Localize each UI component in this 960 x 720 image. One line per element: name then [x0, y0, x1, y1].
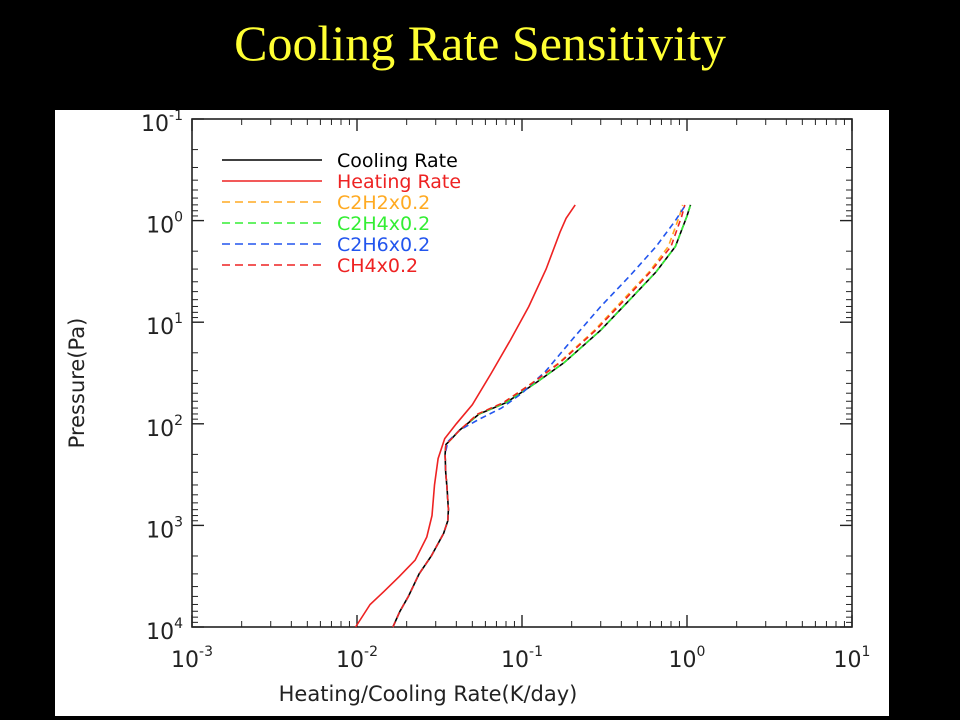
series-line-5: [392, 204, 686, 628]
plot-frame: 10-3 10-2 10-1 100 101 10-1 100 101 102 103 104: [141, 110, 870, 673]
plot-border: [191, 118, 853, 628]
legend-label: Cooling Rate: [337, 150, 458, 172]
y-tick-label: 100: [146, 210, 183, 239]
chart-panel: 10-3 10-2 10-1 100 101 10-1 100 101 102 103 104 Co…: [55, 110, 889, 716]
x-tick-label: 101: [834, 644, 871, 673]
x-tick-label: 100: [669, 644, 706, 673]
legend-label: C2H6x0.2: [337, 234, 430, 256]
y-tick-label: 10-1: [141, 110, 183, 137]
y-axis-label: Pressure(Pa): [65, 318, 89, 449]
y-tick-label: 104: [146, 616, 183, 645]
series-line-1: [354, 204, 576, 628]
legend-label: C2H4x0.2: [337, 213, 430, 235]
legend-label: C2H2x0.2: [337, 192, 430, 214]
series-group: [354, 204, 692, 628]
x-axis-label: Heating/Cooling Rate(K/day): [279, 682, 578, 706]
x-tick-label: 10-2: [336, 644, 378, 673]
series-line-2: [392, 204, 684, 628]
line-chart: 10-3 10-2 10-1 100 101 10-1 100 101 102 103 104 Co…: [65, 110, 870, 706]
y-tick-label: 102: [146, 413, 183, 442]
legend-label: CH4x0.2: [337, 255, 418, 277]
series-line-0: [392, 204, 692, 628]
x-tick-label: 10-3: [171, 644, 213, 673]
y-tick-label: 101: [146, 311, 183, 340]
series-line-3: [392, 204, 692, 628]
x-tick-label: 10-1: [501, 644, 543, 673]
slide-title: Cooling Rate Sensitivity: [234, 15, 726, 71]
legend-label: Heating Rate: [337, 171, 461, 193]
y-tick-label: 103: [146, 514, 183, 543]
series-line-4: [392, 204, 687, 628]
